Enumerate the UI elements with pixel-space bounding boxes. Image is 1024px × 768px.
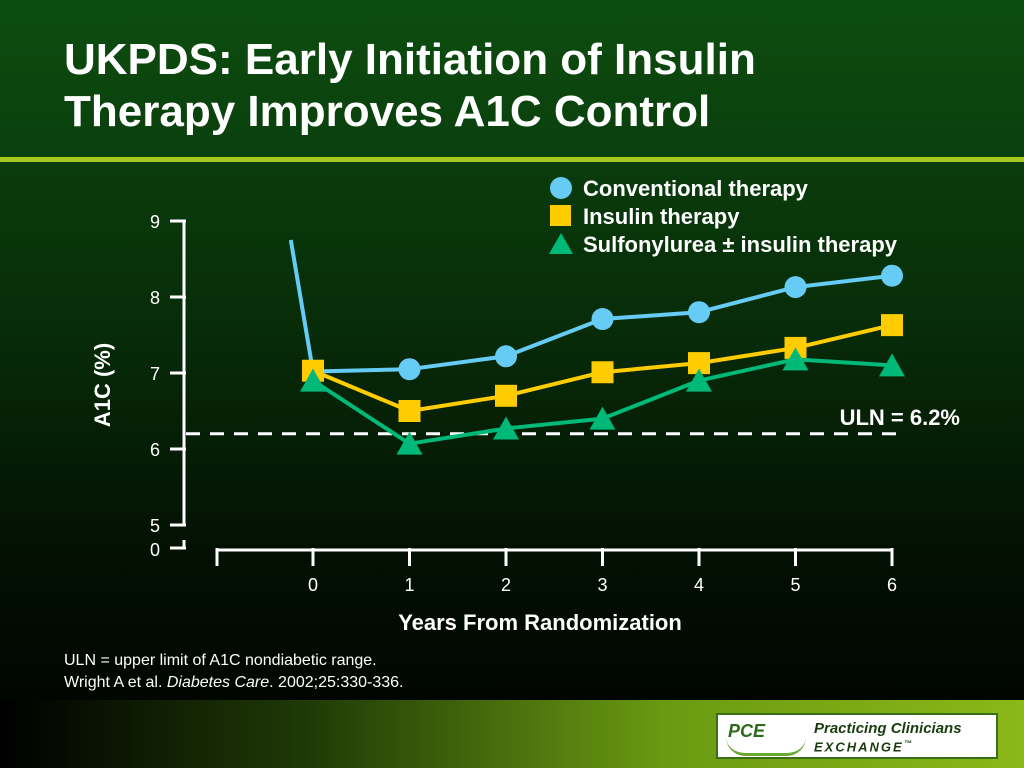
x-tick-label-4: 4	[694, 575, 704, 595]
point-insulin-1	[398, 400, 421, 422]
a1c-line-chart: 5 6 7 8 9 0 A1C (%) 0 1 2 3 4 5 6 Years From Rando…	[90, 176, 960, 635]
y-axis: 5 6 7 8 9 0 A1C (%)	[90, 212, 186, 560]
point-insulin-3	[591, 361, 614, 384]
legend-insulin-label: Insulin therapy	[583, 204, 740, 229]
uln-label: ULN = 6.2%	[840, 405, 960, 430]
x-tick-label-1: 1	[404, 575, 414, 595]
y-tick-label-8: 8	[150, 288, 160, 308]
legend-insulin-marker	[550, 205, 571, 226]
point-conventional-5	[784, 276, 807, 299]
point-sulfonylurea-3	[589, 406, 616, 430]
point-sulfonylurea-1	[396, 431, 423, 455]
y-tick-label-5: 5	[150, 516, 160, 536]
title-band	[0, 0, 1024, 160]
x-tick-label-5: 5	[790, 575, 800, 595]
point-conventional-1	[398, 358, 421, 381]
point-sulfonylurea-4	[686, 368, 712, 392]
footnote-reference: Wright A et al. Diabetes Care. 2002;25:3…	[64, 672, 404, 694]
footnote-journal: Diabetes Care	[166, 674, 270, 691]
legend-sulfonylurea-marker	[549, 233, 573, 254]
logo-sub-text: EXCHANGE	[814, 739, 904, 755]
x-tick-label-0: 0	[308, 575, 318, 595]
point-conventional-3	[591, 308, 614, 331]
point-conventional-2	[495, 345, 517, 368]
y-break-label: 0	[150, 540, 160, 560]
series-line-conventional	[288, 239, 893, 374]
logo-swoosh-icon	[726, 737, 806, 756]
logo-trademark: ™	[903, 739, 912, 748]
logo-sub: EXCHANGE™	[814, 739, 912, 754]
series-layer	[288, 239, 905, 455]
y-tick-label-9: 9	[150, 212, 160, 232]
footnote-citation: . 2002;25:330-336.	[269, 674, 404, 691]
y-tick-label-6: 6	[150, 440, 160, 460]
x-tick-label-3: 3	[597, 575, 607, 595]
title-divider	[0, 157, 1024, 162]
legend: Conventional therapy Insulin therapy Sul…	[549, 176, 898, 257]
legend-sulfonylurea-label: Sulfonylurea ± insulin therapy	[583, 232, 898, 257]
y-axis-title: A1C (%)	[90, 343, 115, 427]
uln-reference: ULN = 6.2%	[186, 405, 960, 436]
footnote: ULN = upper limit of A1C nondiabetic ran…	[64, 650, 404, 694]
slide-title: UKPDS: Early Initiation of Insulin Thera…	[64, 34, 964, 138]
point-conventional-4	[688, 301, 710, 324]
point-sulfonylurea-2	[493, 416, 519, 440]
point-sulfonylurea-6	[879, 353, 905, 377]
footnote-definition: ULN = upper limit of A1C nondiabetic ran…	[64, 652, 377, 669]
logo-name: Practicing Clinicians	[814, 720, 962, 737]
point-sulfonylurea-0	[300, 368, 326, 392]
title-line-1: UKPDS: Early Initiation of Insulin	[64, 35, 756, 84]
point-sulfonylurea-5	[782, 347, 809, 371]
legend-conventional-marker	[550, 177, 572, 199]
pce-logo: PCE Practicing Clinicians EXCHANGE™	[716, 713, 998, 759]
logo-abbrev: PCE	[728, 721, 766, 741]
point-insulin-2	[495, 384, 517, 407]
series-sulfonylurea	[300, 347, 905, 455]
legend-conventional-label: Conventional therapy	[583, 176, 809, 201]
x-axis-title: Years From Randomization	[398, 610, 682, 635]
y-tick-label-7: 7	[150, 364, 160, 384]
point-insulin-4	[688, 352, 710, 375]
point-conventional-6	[881, 264, 903, 287]
x-tick-label-2: 2	[501, 575, 511, 595]
x-axis: 0 1 2 3 4 5 6 Years From Randomization	[215, 548, 897, 635]
point-insulin-6	[881, 314, 903, 337]
footnote-author: Wright A et al.	[64, 674, 167, 691]
x-tick-label-6: 6	[887, 575, 897, 595]
title-line-2: Therapy Improves A1C Control	[64, 87, 711, 136]
